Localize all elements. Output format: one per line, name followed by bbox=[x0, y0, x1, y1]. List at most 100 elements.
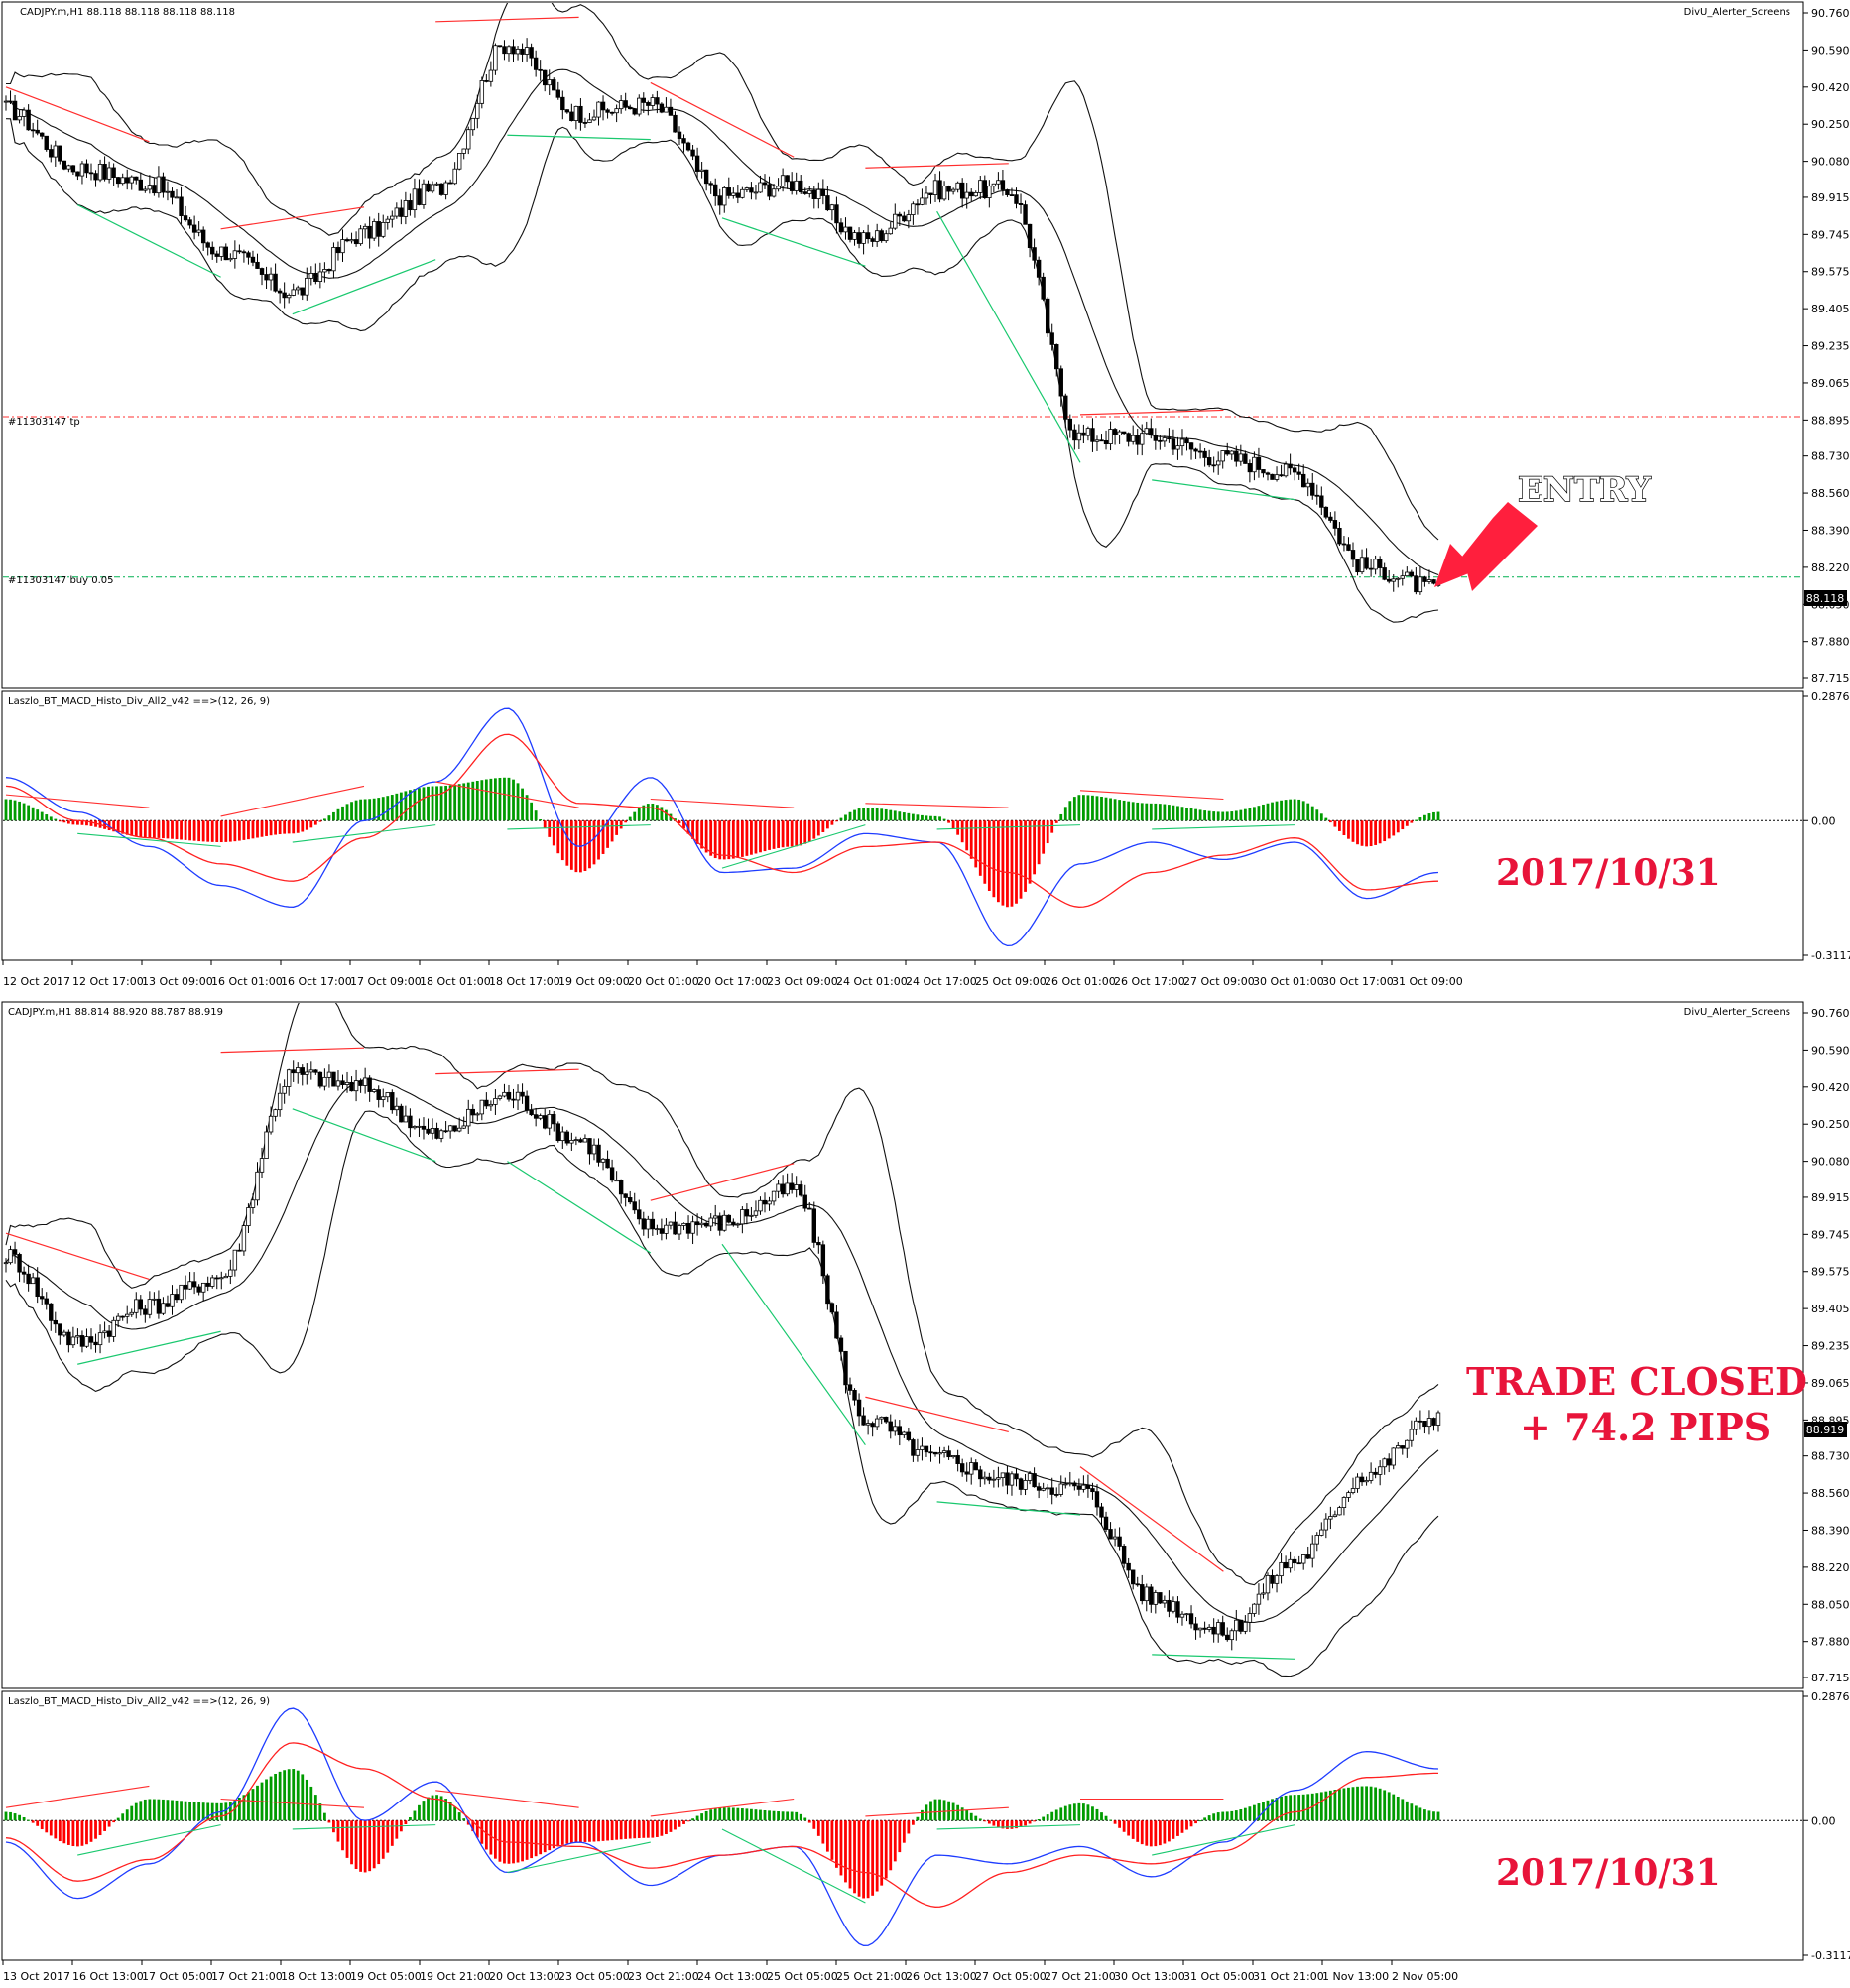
macd-histogram-bar-down bbox=[103, 820, 106, 829]
macd-histogram-bar-down bbox=[996, 1820, 1000, 1828]
macd-histogram-bar-down bbox=[1042, 820, 1046, 854]
bull-candle bbox=[3, 100, 9, 103]
macd-histogram-bar-up bbox=[1221, 1811, 1225, 1821]
macd-histogram-bar-down bbox=[1396, 820, 1400, 833]
bull-candle bbox=[941, 186, 947, 200]
macd-histogram-bar-up bbox=[790, 1811, 794, 1821]
macd-histogram-bar-down bbox=[1037, 820, 1041, 865]
bull-candle bbox=[1162, 437, 1168, 442]
bear-candle bbox=[53, 1319, 58, 1325]
macd-histogram-bar-up bbox=[439, 1796, 443, 1821]
bull-candle bbox=[385, 1092, 390, 1098]
macd-histogram-bar-down bbox=[691, 820, 694, 839]
bull-candle bbox=[1301, 1554, 1306, 1564]
bull-candle bbox=[771, 1190, 777, 1202]
bull-candle bbox=[893, 1426, 898, 1432]
bull-candle bbox=[699, 169, 704, 172]
price-tick-label: 89.745 bbox=[1811, 228, 1850, 241]
bear-candle bbox=[789, 181, 795, 191]
macd-histogram-bar-down bbox=[816, 1820, 820, 1836]
macd-histogram-bar-down bbox=[848, 1820, 852, 1889]
price-tick-label: 89.235 bbox=[1811, 340, 1850, 353]
macd-histogram-bar-down bbox=[969, 820, 973, 859]
bull-candle bbox=[758, 182, 763, 193]
bull-candle bbox=[493, 45, 498, 71]
bear-candle bbox=[906, 1431, 912, 1440]
macd-histogram-bar-up bbox=[9, 799, 12, 821]
macd-histogram-bar-up bbox=[1257, 1803, 1261, 1821]
bear-candle bbox=[524, 1095, 530, 1111]
macd-histogram-bar-down bbox=[709, 820, 713, 856]
macd-histogram-bar-up bbox=[4, 1811, 8, 1821]
macd-histogram-bar-down bbox=[1006, 1820, 1009, 1829]
bull-candle bbox=[1094, 439, 1100, 442]
bear-candle bbox=[1211, 464, 1216, 467]
bullish-divergence-line bbox=[507, 134, 651, 141]
bear-candle bbox=[40, 132, 45, 137]
bearish-divergence-line bbox=[650, 81, 795, 158]
macd-histogram-bar-up bbox=[718, 1807, 722, 1821]
price-tick-label: 89.575 bbox=[1811, 266, 1850, 279]
macd-histogram-bar-up bbox=[1149, 803, 1153, 821]
bull-candle bbox=[1112, 1536, 1118, 1540]
macd-histogram-bar-up bbox=[1212, 1813, 1216, 1821]
bear-candle bbox=[484, 1099, 489, 1107]
macd-histogram-bar-down bbox=[377, 1820, 381, 1865]
macd-histogram-bar-down bbox=[884, 1820, 888, 1879]
macd-histogram-bar-down bbox=[695, 820, 699, 844]
bull-candle bbox=[646, 1218, 651, 1230]
macd-histogram-bar-up bbox=[893, 810, 897, 821]
macd-histogram-bar-up bbox=[1414, 819, 1418, 821]
bear-candle bbox=[1188, 442, 1194, 450]
bull-candle bbox=[753, 191, 759, 194]
macd-histogram-bar-up bbox=[1185, 808, 1188, 821]
bear-candle bbox=[650, 1218, 656, 1230]
macd-histogram-bar-up bbox=[740, 1808, 744, 1821]
bull-candle bbox=[915, 1449, 921, 1456]
bearish-divergence-line bbox=[1079, 409, 1224, 416]
bull-candle bbox=[744, 187, 750, 190]
macd-histogram-bar-up bbox=[313, 1795, 317, 1821]
bear-candle bbox=[1112, 429, 1118, 435]
macd-histogram-bar-up bbox=[750, 1808, 753, 1821]
bull-candle bbox=[53, 145, 58, 158]
bull-candle bbox=[515, 48, 521, 55]
macd-histogram-bar-down bbox=[1168, 1820, 1171, 1842]
bear-candle bbox=[250, 256, 256, 263]
bear-candle bbox=[1319, 495, 1324, 508]
bull-candle bbox=[1179, 1613, 1185, 1618]
macd-histogram-bar-down bbox=[722, 820, 726, 860]
bear-candle bbox=[520, 48, 525, 55]
macd-histogram-bar-down bbox=[812, 820, 816, 839]
macd-histogram-bar-down bbox=[386, 1820, 390, 1853]
bull-candle bbox=[430, 1128, 435, 1134]
bull-candle bbox=[353, 1080, 359, 1092]
date-tick-label: 20 Oct 13:00 bbox=[489, 1970, 560, 1983]
bull-candle bbox=[1045, 1487, 1050, 1490]
macd-histogram-bar-up bbox=[1351, 1787, 1355, 1821]
macd-histogram-bar-down bbox=[1028, 820, 1032, 884]
bull-candle bbox=[1328, 1516, 1333, 1520]
macd-histogram-bar-up bbox=[1436, 1811, 1440, 1821]
bear-candle bbox=[1014, 1473, 1019, 1480]
bear-candle bbox=[93, 1341, 98, 1346]
bear-candle bbox=[264, 274, 269, 281]
bull-candle bbox=[1229, 1630, 1234, 1641]
bullish-divergence-line bbox=[77, 1330, 221, 1365]
macd-histogram-bar-down bbox=[31, 1820, 35, 1823]
macd-histogram-bar-down bbox=[592, 1820, 596, 1842]
price-tick-label: 88.220 bbox=[1811, 561, 1850, 574]
price-tick-label: 90.760 bbox=[1811, 7, 1850, 20]
macd-histogram-bar-up bbox=[512, 779, 515, 821]
macd-histogram-bar-down bbox=[682, 820, 685, 829]
macd-histogram-bar-up bbox=[660, 807, 664, 821]
bear-candle bbox=[1422, 1421, 1427, 1428]
macd-histogram-bar-up bbox=[1266, 803, 1270, 821]
bear-candle bbox=[659, 103, 665, 113]
macd-histogram-bar-up bbox=[1374, 1787, 1378, 1821]
bull-candle bbox=[97, 164, 103, 181]
macd-histogram-bar-up bbox=[1230, 811, 1234, 821]
bear-candle bbox=[1108, 1529, 1113, 1540]
date-tick-label: 17 Oct 05:00 bbox=[142, 1970, 213, 1983]
macd-histogram-bar-down bbox=[301, 820, 305, 832]
